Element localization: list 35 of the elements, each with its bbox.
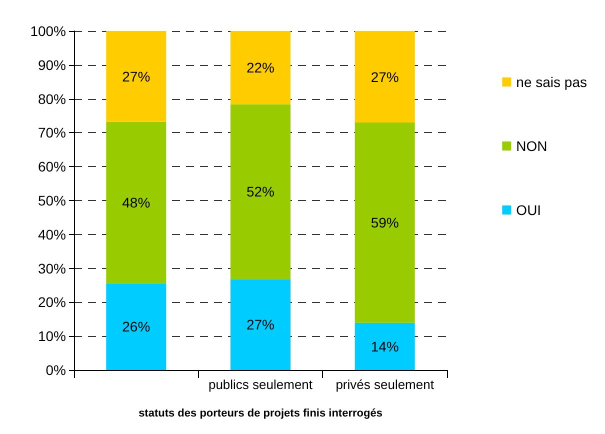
bar (354, 122, 415, 323)
x-axis-title: statuts des porteurs de projets finis interrogés (138, 408, 382, 420)
bar (106, 31, 166, 122)
x-tick-label: privés seulement (336, 377, 434, 392)
data-label: 27% (122, 68, 150, 84)
legend-label: OUI (516, 202, 542, 218)
y-tick-label: 20% (38, 294, 66, 310)
y-tick-label: 40% (38, 226, 66, 242)
x-tick-label: publics seulement (208, 377, 313, 392)
y-tick-label: 30% (38, 260, 66, 276)
data-label: 14% (370, 338, 399, 354)
y-tick-label: 50% (38, 192, 66, 208)
data-label: 59% (370, 214, 399, 231)
bar (230, 31, 290, 104)
bar (230, 104, 290, 280)
legend-label: NON (516, 138, 548, 154)
data-label: 22% (246, 60, 275, 76)
bar (354, 31, 415, 123)
data-label: 52% (246, 184, 275, 200)
y-tick-label: 100% (30, 23, 66, 39)
legend-label: ne sais pas (516, 74, 588, 90)
bar (230, 279, 290, 370)
y-tick-label: 70% (38, 124, 66, 141)
data-label: 27% (246, 316, 275, 333)
data-label: 27% (370, 68, 399, 85)
bar (106, 283, 166, 370)
bar (106, 122, 166, 284)
data-label: 48% (122, 194, 150, 211)
y-tick-label: 0% (46, 362, 66, 378)
bar (354, 322, 415, 370)
y-tick-label: 10% (38, 328, 66, 344)
y-tick-label: 90% (38, 56, 66, 73)
data-label: 26% (122, 318, 150, 335)
y-tick-label: 80% (38, 90, 66, 107)
y-tick-label: 60% (38, 158, 66, 175)
